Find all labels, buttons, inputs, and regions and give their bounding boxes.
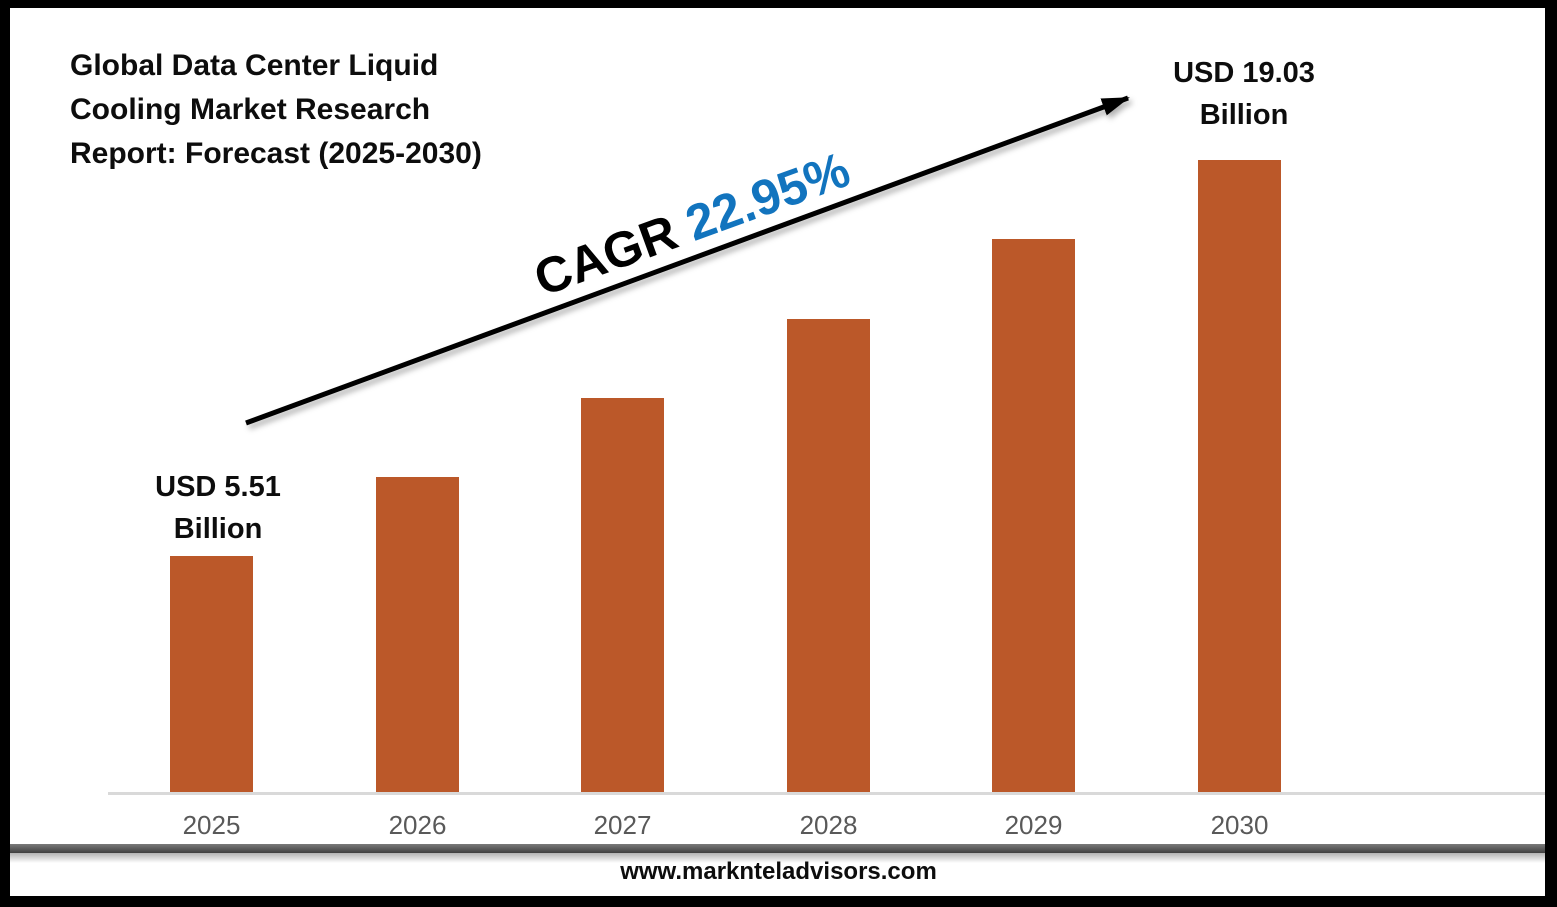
x-axis-label-2030: 2030 <box>1210 810 1269 840</box>
chart-title-line-2: Cooling Market Research <box>70 93 431 126</box>
x-axis-label-2027: 2027 <box>593 810 652 840</box>
bar-2029 <box>992 239 1075 793</box>
value-label-2025-line-1: USD 5.51 <box>155 471 281 503</box>
x-axis-label-2025: 2025 <box>182 810 241 840</box>
value-label-2030-line-2: Billion <box>1199 99 1289 131</box>
chart-title-line-3: Report: Forecast (2025-2030) <box>70 137 482 170</box>
value-label-2025: USD 5.51 Billion <box>155 466 281 550</box>
footer-divider <box>0 844 1557 853</box>
value-label-2030-line-1: USD 19.03 <box>1173 57 1315 89</box>
chart-title-line-1: Global Data Center Liquid <box>70 49 439 82</box>
bar-2026 <box>376 477 459 793</box>
bar-2030 <box>1198 160 1281 793</box>
x-axis-label-2026: 2026 <box>388 810 447 840</box>
x-axis-label-2029: 2029 <box>1004 810 1063 840</box>
footer-website: www.marknteladvisors.com <box>620 858 937 885</box>
bar-2027 <box>581 398 664 793</box>
bar-2025 <box>170 556 253 793</box>
bar-2028 <box>787 319 870 793</box>
value-label-2025-line-2: Billion <box>173 513 263 545</box>
growth-arrow-line <box>245 95 1130 426</box>
x-axis-label-2028: 2028 <box>799 810 858 840</box>
x-axis-line <box>108 792 1557 795</box>
chart-title: Global Data Center Liquid Cooling Market… <box>70 44 482 176</box>
value-label-2030: USD 19.03 Billion <box>1173 52 1315 136</box>
footer-divider-shadow <box>0 853 1557 863</box>
